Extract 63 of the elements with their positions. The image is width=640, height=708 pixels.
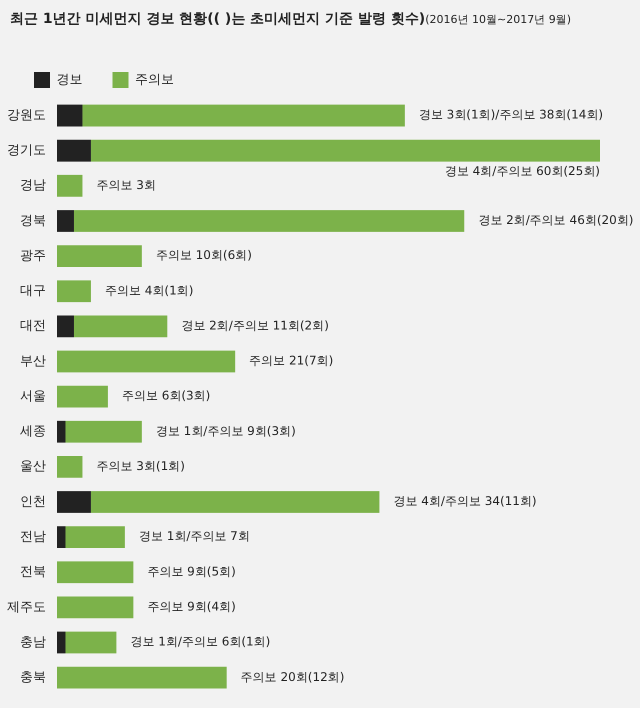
bar bbox=[57, 104, 82, 126]
bar bbox=[65, 526, 125, 548]
y-tick-label: 전북 bbox=[20, 564, 46, 580]
y-tick-label: 울산 bbox=[20, 459, 46, 474]
bar bbox=[57, 491, 91, 513]
legend-label: 주의보 bbox=[135, 72, 174, 88]
y-tick-label: 경남 bbox=[20, 178, 46, 194]
y-tick-label: 대전 bbox=[20, 318, 46, 334]
y-tick-label: 강원도 bbox=[7, 108, 46, 123]
bar bbox=[90, 491, 380, 513]
y-tick-label: 대구 bbox=[20, 284, 46, 299]
bar bbox=[65, 632, 116, 654]
bar bbox=[74, 210, 464, 232]
y-tick-label: 경기도 bbox=[7, 143, 46, 158]
data-label: 주의보 9회(5회) bbox=[147, 564, 236, 578]
bar bbox=[57, 420, 66, 443]
bar bbox=[57, 350, 236, 372]
bar bbox=[57, 245, 142, 267]
bar bbox=[57, 386, 108, 408]
y-tick-label: 전남 bbox=[20, 529, 46, 544]
y-tick-label: 광주 bbox=[20, 248, 46, 264]
data-label: 주의보 6회(3회) bbox=[122, 388, 210, 403]
bar bbox=[57, 280, 91, 302]
bar bbox=[57, 174, 82, 197]
y-tick-label: 서울 bbox=[20, 388, 46, 404]
bar bbox=[57, 561, 134, 584]
y-tick-label: 충남 bbox=[20, 634, 46, 650]
chart-subtitle: (2016년 10월~2017년 9월) bbox=[425, 13, 571, 26]
data-label: 주의보 4회(1회) bbox=[104, 283, 194, 298]
bar bbox=[90, 140, 600, 162]
data-label: 경보 2회/주의보 11회(2회) bbox=[181, 318, 329, 332]
data-label: 경보 1회/주의보 6회(1회) bbox=[130, 634, 270, 649]
bar bbox=[57, 666, 227, 689]
bar bbox=[57, 210, 74, 232]
bar bbox=[57, 140, 91, 162]
y-tick-label: 세종 bbox=[20, 424, 46, 440]
bar bbox=[74, 315, 168, 338]
y-tick-label: 제주도 bbox=[7, 600, 46, 615]
data-label: 주의보 9회(4회) bbox=[147, 600, 236, 614]
data-label: 주의보 20회(12회) bbox=[240, 670, 344, 684]
bar bbox=[57, 315, 74, 338]
data-label: 주의보 3회(1회) bbox=[96, 458, 185, 473]
data-label: 경보 1회/주의보 7회 bbox=[138, 529, 250, 544]
data-label: 주의보 10회(6회) bbox=[156, 248, 252, 262]
bar bbox=[57, 456, 82, 478]
bar bbox=[57, 526, 66, 548]
bar bbox=[57, 596, 134, 618]
chart-title: 최근 1년간 미세먼지 경보 현황(( )는 초미세먼지 기준 발령 횟수) bbox=[10, 11, 426, 27]
y-tick-label: 부산 bbox=[20, 354, 46, 369]
data-label: 경보 2회/주의보 46회(20회) bbox=[478, 213, 634, 228]
bar bbox=[82, 104, 405, 126]
bar bbox=[65, 420, 142, 443]
data-label: 주의보 21(7회) bbox=[249, 354, 334, 368]
data-label: 경보 4회/주의보 60회(25회) bbox=[444, 164, 600, 178]
data-label: 경보 4회/주의보 34(11회) bbox=[393, 494, 537, 508]
y-tick-label: 충북 bbox=[20, 670, 46, 686]
bar bbox=[57, 632, 66, 654]
data-label: 주의보 3회 bbox=[96, 178, 156, 192]
y-tick-label: 인천 bbox=[20, 494, 46, 510]
y-tick-label: 경북 bbox=[20, 213, 46, 228]
legend-label: 경보 bbox=[56, 72, 82, 88]
data-label: 경보 1회/주의보 9회(3회) bbox=[156, 424, 296, 438]
data-label: 경보 3회(1회)/주의보 38회(14회) bbox=[418, 108, 604, 122]
